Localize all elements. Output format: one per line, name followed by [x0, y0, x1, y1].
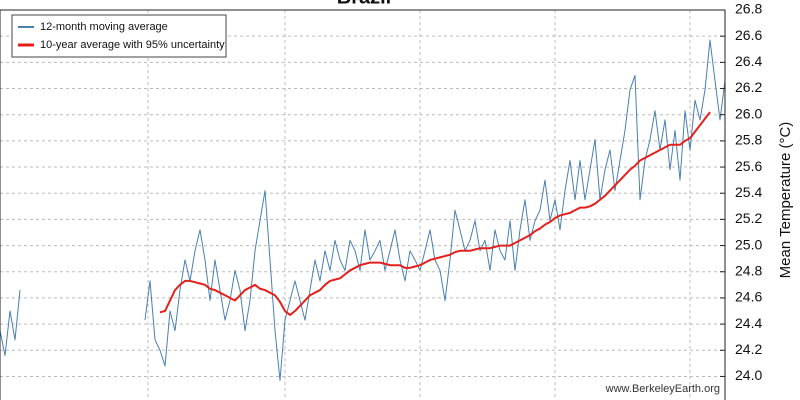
y-tick-label: 26.6 — [735, 27, 762, 43]
series-line — [159, 111, 711, 316]
vertical-grid — [147, 10, 691, 400]
y-tick-label: 24.0 — [735, 367, 762, 383]
y-tick-label: 24.4 — [735, 315, 762, 331]
y-tick-label: 25.8 — [735, 132, 762, 148]
y-axis-label: Mean Temperature (°C) — [777, 122, 794, 279]
y-axis: 24.0 24.2 24.4 24.6 24.8 25.0 25.2 25.4 25.6 25.8… — [720, 1, 762, 383]
series-line — [0, 39, 726, 381]
y-tick-label: 24.6 — [735, 289, 762, 305]
legend: 12-month moving average 10-year average w… — [11, 14, 227, 58]
y-tick-label: 25.4 — [735, 184, 762, 200]
source-watermark: www.BerkeleyEarth.org — [605, 383, 720, 395]
y-tick-label: 26.8 — [735, 1, 762, 17]
y-tick-label: 24.2 — [735, 341, 762, 357]
legend-label: 12-month moving average — [40, 21, 168, 33]
y-tick-label: 26.4 — [735, 53, 762, 69]
legend-box — [11, 14, 227, 58]
chart-title: Brazil — [337, 0, 391, 8]
y-tick-label: 25.0 — [735, 236, 762, 252]
plot-frame — [0, 9, 726, 400]
plot-lines — [0, 39, 726, 381]
y-tick-label: 25.6 — [735, 158, 762, 174]
horizontal-grid — [0, 9, 725, 377]
y-tick-label: 26.0 — [735, 105, 762, 121]
y-tick-label: 25.2 — [735, 210, 762, 226]
y-tick-label: 24.8 — [735, 262, 762, 278]
legend-label: 10-year average with 95% uncertainty — [40, 39, 225, 51]
y-tick-label: 26.2 — [735, 79, 762, 95]
